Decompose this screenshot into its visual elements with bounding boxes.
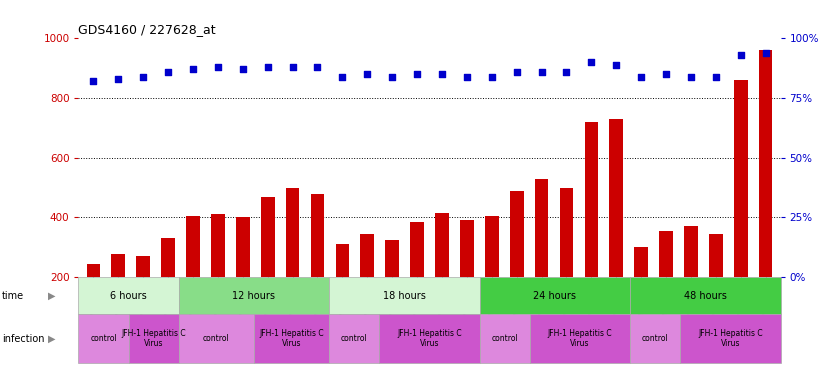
Point <box>734 52 748 58</box>
Bar <box>261 197 274 337</box>
Point <box>435 71 449 77</box>
Text: ▶: ▶ <box>48 291 55 301</box>
Point <box>361 71 374 77</box>
Point <box>485 73 498 79</box>
Point <box>460 73 473 79</box>
Text: ▶: ▶ <box>48 334 55 344</box>
Bar <box>360 234 374 337</box>
Bar <box>411 222 424 337</box>
Bar <box>684 227 698 337</box>
Bar <box>659 231 673 337</box>
Bar <box>634 247 648 337</box>
Bar <box>379 314 480 363</box>
Text: infection: infection <box>2 334 44 344</box>
Bar <box>136 256 150 337</box>
Bar <box>510 190 524 337</box>
Bar <box>529 314 630 363</box>
Point <box>162 69 175 75</box>
Text: 24 hours: 24 hours <box>534 291 577 301</box>
Point <box>136 73 150 79</box>
Point <box>261 64 274 70</box>
Point <box>187 66 200 73</box>
Text: control: control <box>203 334 230 343</box>
Bar <box>112 254 126 337</box>
Bar <box>480 277 630 314</box>
Text: JFH-1 Hepatitis C
Virus: JFH-1 Hepatitis C Virus <box>397 329 462 348</box>
Point <box>585 59 598 65</box>
Text: JFH-1 Hepatitis C
Virus: JFH-1 Hepatitis C Virus <box>259 329 324 348</box>
Bar <box>630 277 781 314</box>
Bar <box>335 244 349 337</box>
Point <box>510 69 523 75</box>
Text: 48 hours: 48 hours <box>684 291 727 301</box>
Point <box>286 64 299 70</box>
Text: 6 hours: 6 hours <box>110 291 147 301</box>
Bar <box>78 314 129 363</box>
Bar <box>330 277 480 314</box>
Bar <box>610 119 623 337</box>
Point <box>112 76 125 82</box>
Bar <box>87 264 100 337</box>
Text: time: time <box>2 291 24 301</box>
Point <box>610 61 623 68</box>
Point <box>211 64 225 70</box>
Point <box>87 78 100 84</box>
Bar <box>178 277 330 314</box>
Bar <box>480 314 529 363</box>
Bar <box>385 240 399 337</box>
Bar <box>211 214 225 337</box>
Bar <box>286 188 300 337</box>
Point <box>634 73 648 79</box>
Bar <box>254 314 330 363</box>
Bar <box>330 314 379 363</box>
Point <box>411 71 424 77</box>
Point <box>535 69 548 75</box>
Bar <box>585 122 598 337</box>
Point <box>560 69 573 75</box>
Point <box>336 73 349 79</box>
Point <box>710 73 723 79</box>
Point <box>684 73 697 79</box>
Text: control: control <box>642 334 668 343</box>
Point <box>386 73 399 79</box>
Bar <box>630 314 681 363</box>
Bar <box>559 188 573 337</box>
Bar <box>733 80 748 337</box>
Text: control: control <box>491 334 518 343</box>
Text: control: control <box>341 334 368 343</box>
Point <box>659 71 672 77</box>
Text: JFH-1 Hepatitis C
Virus: JFH-1 Hepatitis C Virus <box>698 329 762 348</box>
Text: GDS4160 / 227628_at: GDS4160 / 227628_at <box>78 23 216 36</box>
Bar <box>236 217 249 337</box>
Text: JFH-1 Hepatitis C
Virus: JFH-1 Hepatitis C Virus <box>548 329 612 348</box>
Point <box>236 66 249 73</box>
Text: JFH-1 Hepatitis C
Virus: JFH-1 Hepatitis C Virus <box>121 329 186 348</box>
Bar <box>186 216 200 337</box>
Text: 18 hours: 18 hours <box>383 291 426 301</box>
Point <box>311 64 324 70</box>
Text: 12 hours: 12 hours <box>232 291 276 301</box>
Bar <box>129 314 178 363</box>
Text: control: control <box>90 334 117 343</box>
Point <box>759 50 772 56</box>
Bar <box>460 220 474 337</box>
Bar <box>178 314 254 363</box>
Bar <box>534 179 548 337</box>
Bar <box>485 216 499 337</box>
Bar <box>435 213 449 337</box>
Bar <box>681 314 781 363</box>
Bar <box>78 277 178 314</box>
Bar <box>161 238 175 337</box>
Bar <box>709 234 723 337</box>
Bar <box>759 50 772 337</box>
Bar <box>311 194 325 337</box>
